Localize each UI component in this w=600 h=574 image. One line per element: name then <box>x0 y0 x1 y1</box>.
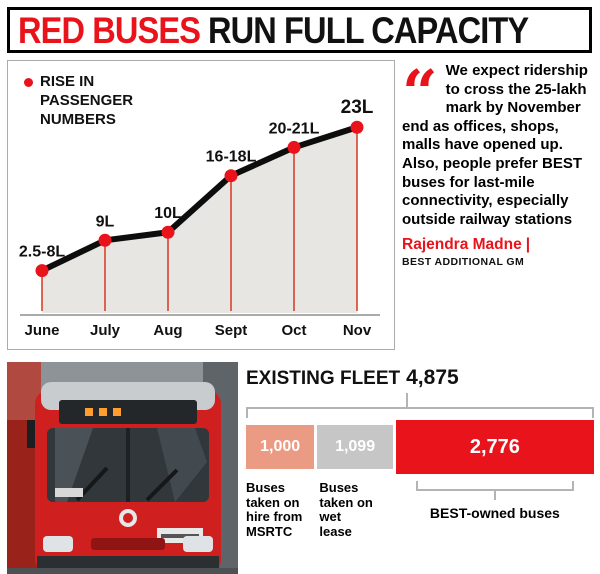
chart-legend-label: RISE IN PASSENGER NUMBERS <box>40 73 134 128</box>
fleet-labels: Buses taken on hire from MSRTC Buses tak… <box>246 480 594 540</box>
headline-black-part: RUN FULL CAPACITY <box>207 9 529 51</box>
quote-text: We expect ridership to cross the 25-lakh… <box>402 62 588 228</box>
quote-author-title: BEST ADDITIONAL GM <box>402 256 525 269</box>
svg-text:Nov: Nov <box>343 322 372 339</box>
fleet-section: EXISTING FLEET 4,875 1,000 1,099 2,776 Bu… <box>246 366 594 540</box>
fleet-label-best-owned: BEST-owned buses <box>429 505 560 521</box>
quote-author-name: Rajendra Madne <box>402 236 522 254</box>
svg-text:23L: 23L <box>341 97 374 118</box>
fleet-label-hired: Buses taken on hire from MSRTC <box>246 480 303 540</box>
headline-banner: RED BUSES RUN FULL CAPACITY <box>7 7 592 53</box>
quote-block: “ We expect ridership to cross the 25-la… <box>402 56 594 269</box>
passenger-chart-box: RISE IN PASSENGER NUMBERS 2.5-8L 9L 10L 16-… <box>7 60 395 350</box>
bus-photo <box>7 362 238 574</box>
fleet-label-best-owned-wrap: BEST-owned buses <box>396 481 594 540</box>
chart-legend: RISE IN PASSENGER NUMBERS <box>24 73 144 129</box>
bus-photo-image <box>7 362 238 574</box>
fleet-bracket-top <box>246 393 594 418</box>
svg-text:10L: 10L <box>154 205 182 222</box>
quote-mark-icon: “ <box>402 56 438 129</box>
svg-text:Sept: Sept <box>215 322 248 339</box>
fleet-segment-best-owned: 2,776 <box>395 420 594 474</box>
quote-author: Rajendra Madne | <box>402 236 594 254</box>
fleet-label-wet-lease: Buses taken on wet lease <box>319 480 373 540</box>
fleet-bracket-bottom <box>415 481 575 491</box>
fleet-segment-wet-lease: 1,099 <box>317 425 396 469</box>
fleet-title-text: EXISTING FLEET <box>246 368 401 389</box>
headline-red-part: RED BUSES <box>18 9 201 51</box>
svg-text:20-21L: 20-21L <box>269 120 320 137</box>
svg-text:Aug: Aug <box>153 322 182 339</box>
svg-text:16-18L: 16-18L <box>206 149 257 166</box>
fleet-bar: 1,000 1,099 2,776 <box>246 420 594 474</box>
fleet-segment-hired: 1,000 <box>246 425 318 469</box>
fleet-bracket-bottom-stem <box>493 491 496 500</box>
passenger-line-chart: 2.5-8L 9L 10L 16-18L 20-21L 23L June July Aug Sep… <box>19 97 380 339</box>
headline-text: RED BUSES RUN FULL CAPACITY <box>18 9 529 51</box>
svg-text:July: July <box>90 322 121 339</box>
fleet-total: 4,875 <box>406 366 459 389</box>
fleet-label-hired-wrap: Buses taken on hire from MSRTC <box>246 480 317 540</box>
svg-text:9L: 9L <box>96 213 115 230</box>
svg-text:Oct: Oct <box>281 322 306 339</box>
quote-author-separator: | <box>525 236 531 254</box>
fleet-title: EXISTING FLEET 4,875 <box>246 366 594 390</box>
fleet-label-wet-lease-wrap: Buses taken on wet lease <box>317 480 395 540</box>
svg-text:June: June <box>24 322 59 339</box>
svg-text:2.5-8L: 2.5-8L <box>19 244 65 261</box>
legend-dot-icon <box>24 78 33 87</box>
